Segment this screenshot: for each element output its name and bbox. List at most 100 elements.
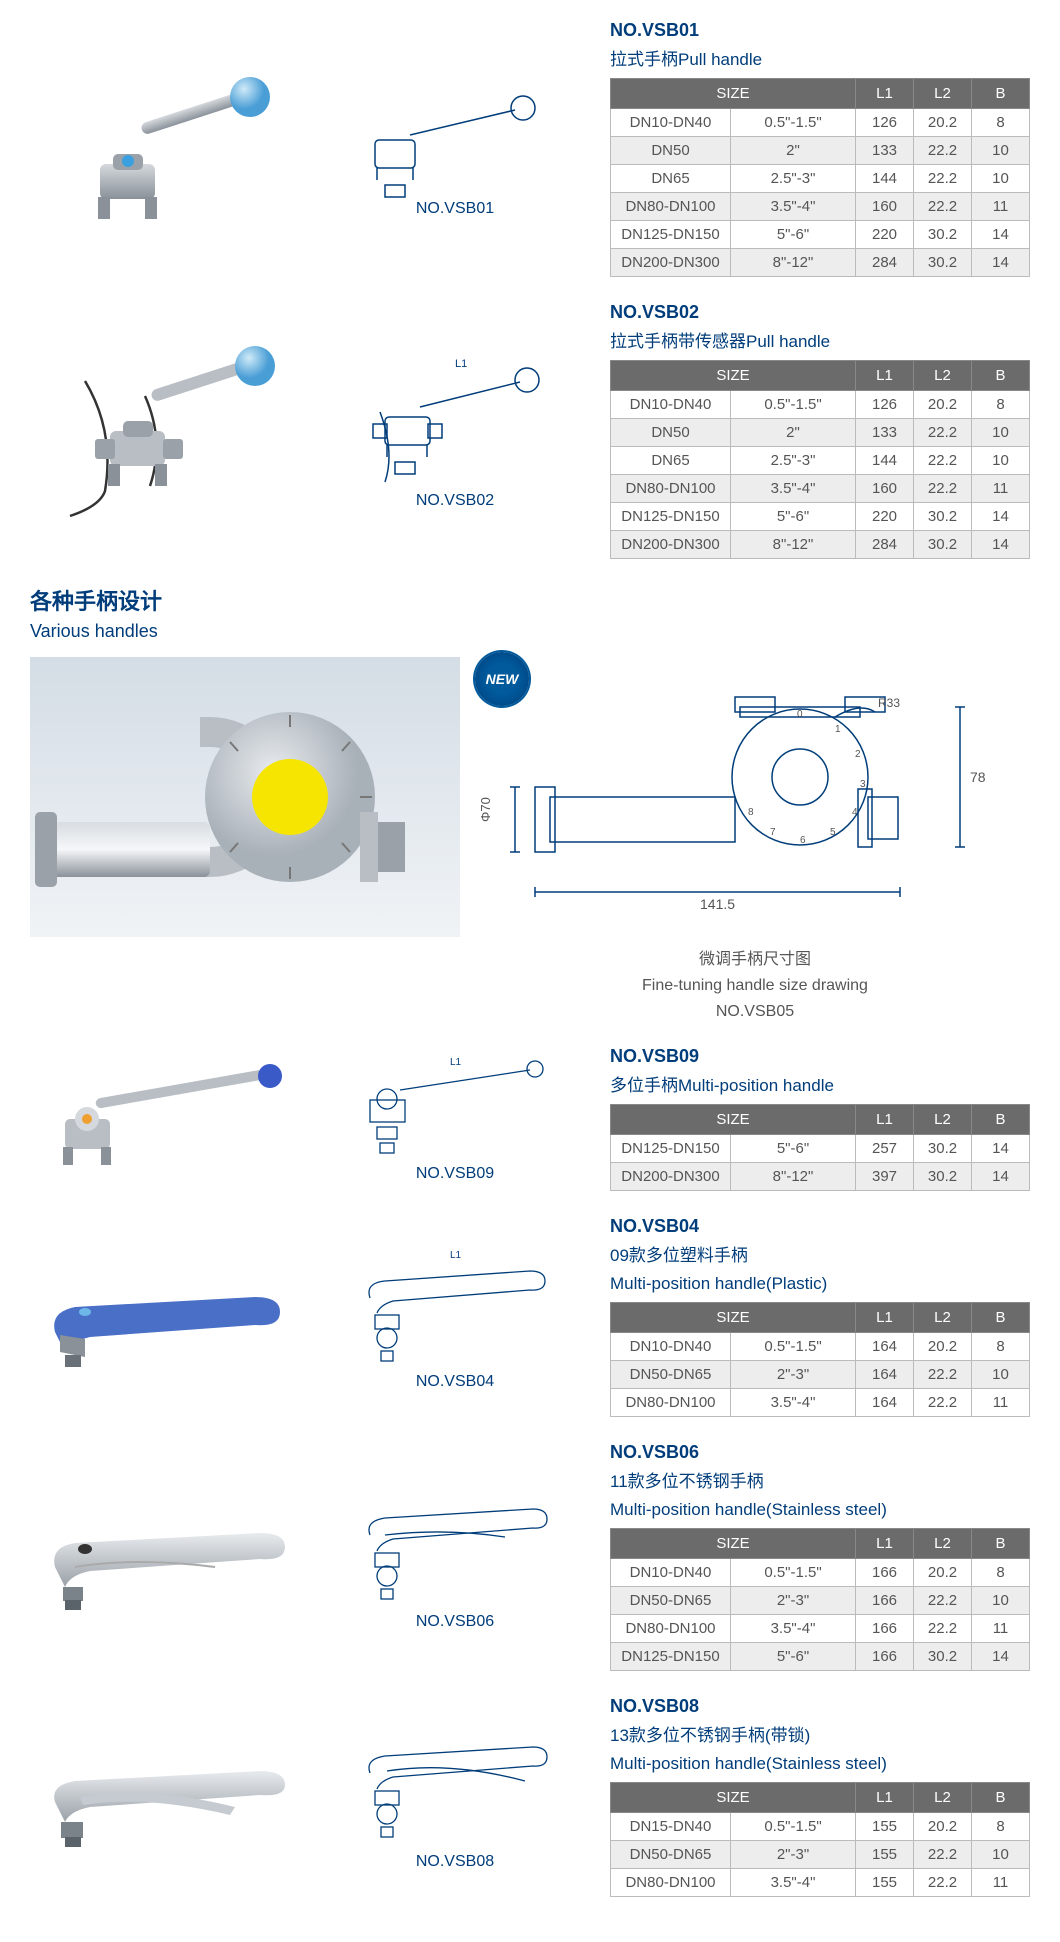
- table-vsb04: NO.VSB0409款多位塑料手柄Multi-position handle(P…: [610, 1216, 1030, 1417]
- row-fine-tuning: NEW 141.5 78 Φ70: [30, 657, 1030, 1021]
- th-size: SIZE: [611, 1303, 856, 1333]
- td: 2.5"-3": [731, 165, 856, 193]
- th: B: [972, 1529, 1030, 1559]
- td: 8"-12": [731, 531, 856, 559]
- td: 2": [731, 419, 856, 447]
- th: L1: [856, 1783, 914, 1813]
- label-vsb02: NO.VSB02: [416, 492, 494, 510]
- th-size: SIZE: [611, 1105, 856, 1135]
- td: 11: [972, 193, 1030, 221]
- td: 14: [972, 1135, 1030, 1163]
- td: DN200-DN300: [611, 531, 731, 559]
- table-code: NO.VSB09: [610, 1046, 1030, 1067]
- td: 11: [972, 1389, 1030, 1417]
- th: L2: [914, 1783, 972, 1813]
- th: B: [972, 1783, 1030, 1813]
- table-name: 拉式手柄带传感器Pull handle: [610, 327, 1030, 352]
- table-sub: 11款多位不锈钢手柄: [610, 1467, 1030, 1492]
- table-row: DN15-DN400.5"-1.5"15520.28: [611, 1813, 1030, 1841]
- label-vsb08: NO.VSB08: [416, 1853, 494, 1871]
- table-row: DN200-DN3008"-12"28430.214: [611, 249, 1030, 277]
- table-row: DN502"13322.210: [611, 419, 1030, 447]
- section-title-en: Various handles: [30, 621, 1030, 642]
- td: DN80-DN100: [611, 475, 731, 503]
- th: L1: [856, 79, 914, 109]
- th-size: SIZE: [611, 1783, 856, 1813]
- th-size: SIZE: [611, 361, 856, 391]
- table-row: DN200-DN3008"-12"39730.214: [611, 1163, 1030, 1191]
- row-vsb02: L1 NO.VSB02 NO.VSB02 拉式手柄带传感器Pull handle S…: [30, 302, 1030, 559]
- row-vsb08: NO.VSB08 NO.VSB0813款多位不锈钢手柄(带锁)Multi-pos…: [30, 1696, 1030, 1897]
- drawing-vsb06: NO.VSB06: [320, 1442, 590, 1671]
- table-code: NO.VSB04: [610, 1216, 1030, 1237]
- td: 3.5"-4": [731, 1615, 856, 1643]
- table-name: 多位手柄Multi-position handle: [610, 1071, 1030, 1096]
- drawing-vsb02: L1 NO.VSB02: [320, 302, 590, 559]
- dim-1415: 141.5: [700, 896, 735, 912]
- caption-vsb05-cn: 微调手柄尺寸图: [480, 945, 1030, 969]
- th: L2: [914, 1105, 972, 1135]
- td: 166: [856, 1615, 914, 1643]
- svg-text:L1: L1: [450, 1057, 462, 1068]
- table-row: DN80-DN1003.5"-4"15522.211: [611, 1869, 1030, 1897]
- svg-text:0: 0: [797, 709, 803, 720]
- td: 2"-3": [731, 1841, 856, 1869]
- td: 164: [856, 1333, 914, 1361]
- dim-78: 78: [970, 769, 986, 785]
- svg-text:6: 6: [800, 835, 806, 846]
- caption-vsb05-en: Fine-tuning handle size drawing: [480, 977, 1030, 995]
- td: DN65: [611, 165, 731, 193]
- table-row: DN200-DN3008"-12"28430.214: [611, 531, 1030, 559]
- th: L2: [914, 79, 972, 109]
- td: 20.2: [914, 391, 972, 419]
- th-size: SIZE: [611, 1529, 856, 1559]
- th: B: [972, 361, 1030, 391]
- td: 0.5"-1.5": [731, 109, 856, 137]
- td: 14: [972, 1163, 1030, 1191]
- table-row: DN10-DN400.5"-1.5"16420.28: [611, 1333, 1030, 1361]
- th: L1: [856, 1303, 914, 1333]
- spec-table: SIZEL1L2BDN10-DN400.5"-1.5"12620.28DN502…: [610, 360, 1030, 559]
- table-row: DN80-DN1003.5"-4"16022.211: [611, 193, 1030, 221]
- th: L2: [914, 1529, 972, 1559]
- td: 10: [972, 447, 1030, 475]
- td: 22.2: [914, 1587, 972, 1615]
- th: L2: [914, 361, 972, 391]
- td: 2.5"-3": [731, 447, 856, 475]
- td: 22.2: [914, 475, 972, 503]
- row-vsb01: NO.VSB01 NO.VSB01拉式手柄Pull handleSIZEL1L2…: [30, 20, 1030, 277]
- td: DN10-DN40: [611, 1333, 731, 1361]
- render-fine-tuning: [30, 657, 460, 937]
- table-vsb02: NO.VSB02拉式手柄带传感器Pull handleSIZEL1L2BDN10…: [610, 302, 1030, 559]
- td: 5"-6": [731, 503, 856, 531]
- svg-text:7: 7: [770, 827, 776, 838]
- td: 284: [856, 249, 914, 277]
- td: 220: [856, 221, 914, 249]
- th: L1: [856, 1529, 914, 1559]
- table-row: DN125-DN1505"-6"22030.214: [611, 503, 1030, 531]
- spec-table: SIZEL1L2BDN10-DN400.5"-1.5"12620.28DN502…: [610, 78, 1030, 277]
- row-vsb04: L1 NO.VSB04 NO.VSB0409款多位塑料手柄Multi-posit…: [30, 1216, 1030, 1417]
- table-vsb08: NO.VSB0813款多位不锈钢手柄(带锁)Multi-position han…: [610, 1696, 1030, 1897]
- td: 30.2: [914, 1135, 972, 1163]
- td: 10: [972, 1587, 1030, 1615]
- dim-phi70: Φ70: [480, 797, 493, 822]
- td: 3.5"-4": [731, 193, 856, 221]
- td: DN125-DN150: [611, 221, 731, 249]
- td: DN80-DN100: [611, 1869, 731, 1897]
- td: 22.2: [914, 447, 972, 475]
- label-vsb01: NO.VSB01: [416, 200, 494, 218]
- spec-table: SIZEL1L2BDN10-DN400.5"-1.5"16420.28DN50-…: [610, 1302, 1030, 1417]
- th: L1: [856, 1105, 914, 1135]
- td: 164: [856, 1361, 914, 1389]
- th: B: [972, 79, 1030, 109]
- table-row: DN80-DN1003.5"-4"16622.211: [611, 1615, 1030, 1643]
- label-vsb04: NO.VSB04: [416, 1373, 494, 1391]
- table-row: DN10-DN400.5"-1.5"12620.28: [611, 391, 1030, 419]
- spec-table: SIZEL1L2BDN15-DN400.5"-1.5"15520.28DN50-…: [610, 1782, 1030, 1897]
- render-vsb02: [30, 302, 300, 559]
- td: 133: [856, 137, 914, 165]
- td: 166: [856, 1559, 914, 1587]
- table-row: DN125-DN1505"-6"16630.214: [611, 1643, 1030, 1671]
- row-vsb06: NO.VSB06 NO.VSB0611款多位不锈钢手柄Multi-positio…: [30, 1442, 1030, 1671]
